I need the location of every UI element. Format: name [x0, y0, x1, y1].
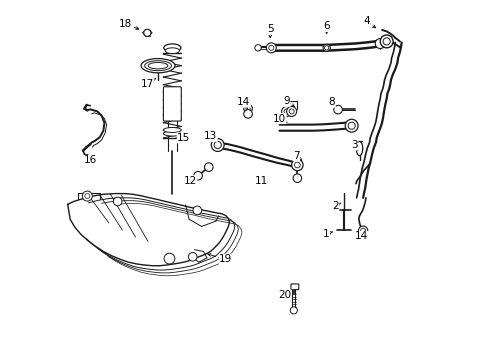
Text: 12: 12 [183, 176, 197, 186]
Text: 1: 1 [322, 229, 328, 239]
Circle shape [382, 38, 389, 45]
Text: 18: 18 [119, 18, 132, 28]
Text: 16: 16 [83, 156, 97, 165]
Text: 13: 13 [203, 131, 217, 141]
Text: 15: 15 [177, 133, 190, 143]
Circle shape [347, 122, 354, 129]
Text: 11: 11 [255, 176, 268, 186]
Circle shape [374, 39, 385, 49]
Circle shape [324, 46, 328, 50]
Circle shape [360, 228, 365, 233]
Ellipse shape [141, 59, 175, 73]
Circle shape [245, 107, 250, 111]
Circle shape [290, 307, 297, 314]
Circle shape [358, 226, 367, 235]
Ellipse shape [163, 44, 181, 52]
Text: 17: 17 [141, 78, 154, 89]
Circle shape [281, 107, 291, 116]
Text: 20: 20 [277, 290, 290, 300]
Circle shape [286, 107, 296, 116]
Circle shape [380, 35, 392, 48]
Ellipse shape [144, 61, 171, 71]
Circle shape [244, 110, 252, 118]
Circle shape [193, 171, 202, 180]
Circle shape [284, 109, 288, 114]
Text: 5: 5 [266, 24, 273, 34]
Circle shape [345, 119, 357, 132]
Text: 6: 6 [323, 21, 329, 31]
Circle shape [214, 141, 221, 149]
Text: 14: 14 [237, 97, 250, 107]
Circle shape [292, 174, 301, 183]
Circle shape [254, 45, 261, 51]
Ellipse shape [163, 127, 181, 132]
Text: 7: 7 [292, 151, 299, 161]
Circle shape [82, 191, 92, 201]
Circle shape [113, 197, 122, 206]
Circle shape [244, 104, 252, 113]
Circle shape [84, 194, 90, 199]
Circle shape [323, 44, 329, 51]
Text: 4: 4 [363, 16, 369, 26]
Ellipse shape [163, 131, 181, 136]
Text: 9: 9 [283, 96, 289, 107]
Circle shape [333, 105, 342, 114]
Text: 3: 3 [350, 140, 357, 150]
FancyBboxPatch shape [163, 87, 181, 121]
Circle shape [193, 206, 201, 215]
FancyBboxPatch shape [290, 284, 298, 290]
Text: 14: 14 [354, 231, 367, 242]
Circle shape [188, 252, 197, 261]
Circle shape [266, 43, 276, 53]
Circle shape [291, 159, 303, 171]
Ellipse shape [148, 63, 167, 69]
Text: 2: 2 [332, 201, 338, 211]
Ellipse shape [165, 48, 179, 54]
Circle shape [211, 139, 224, 152]
Circle shape [288, 109, 294, 114]
Circle shape [164, 253, 175, 264]
Circle shape [268, 45, 273, 50]
Text: 19: 19 [219, 254, 232, 264]
Text: 8: 8 [328, 97, 335, 107]
Ellipse shape [356, 141, 362, 156]
Text: 10: 10 [272, 113, 285, 123]
Circle shape [294, 162, 300, 168]
Circle shape [143, 29, 151, 36]
Circle shape [204, 163, 213, 171]
